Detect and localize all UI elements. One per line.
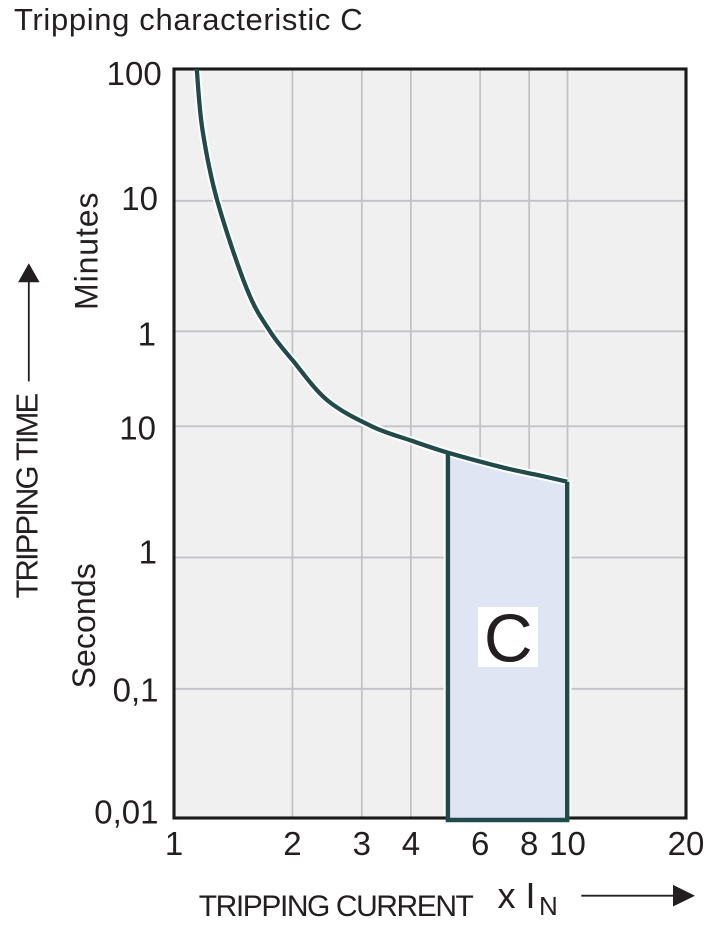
svg-text:10: 10: [119, 409, 156, 446]
svg-text:10: 10: [121, 180, 158, 217]
svg-text:1: 1: [138, 315, 156, 352]
svg-text:100: 100: [107, 55, 162, 92]
svg-text:8: 8: [520, 825, 538, 862]
svg-text:C: C: [484, 602, 533, 677]
svg-text:10: 10: [549, 825, 586, 862]
svg-text:2: 2: [283, 825, 301, 862]
svg-text:3: 3: [353, 825, 371, 862]
svg-text:TRIPPING CURRENT: TRIPPING CURRENT: [199, 890, 474, 923]
svg-text:1: 1: [139, 534, 157, 571]
svg-text:Seconds: Seconds: [66, 563, 102, 688]
svg-text:TRIPPING TIME: TRIPPING TIME: [10, 393, 45, 598]
svg-text:Tripping characteristic C: Tripping characteristic C: [14, 2, 363, 37]
svg-text:x I: x I: [498, 875, 536, 916]
svg-text:N: N: [539, 891, 558, 921]
svg-text:6: 6: [471, 825, 489, 862]
svg-text:1: 1: [165, 825, 183, 862]
svg-text:0,1: 0,1: [113, 672, 159, 709]
svg-text:20: 20: [668, 825, 705, 862]
svg-text:Minutes: Minutes: [69, 192, 105, 310]
svg-text:0,01: 0,01: [94, 793, 158, 830]
svg-text:4: 4: [402, 825, 420, 862]
